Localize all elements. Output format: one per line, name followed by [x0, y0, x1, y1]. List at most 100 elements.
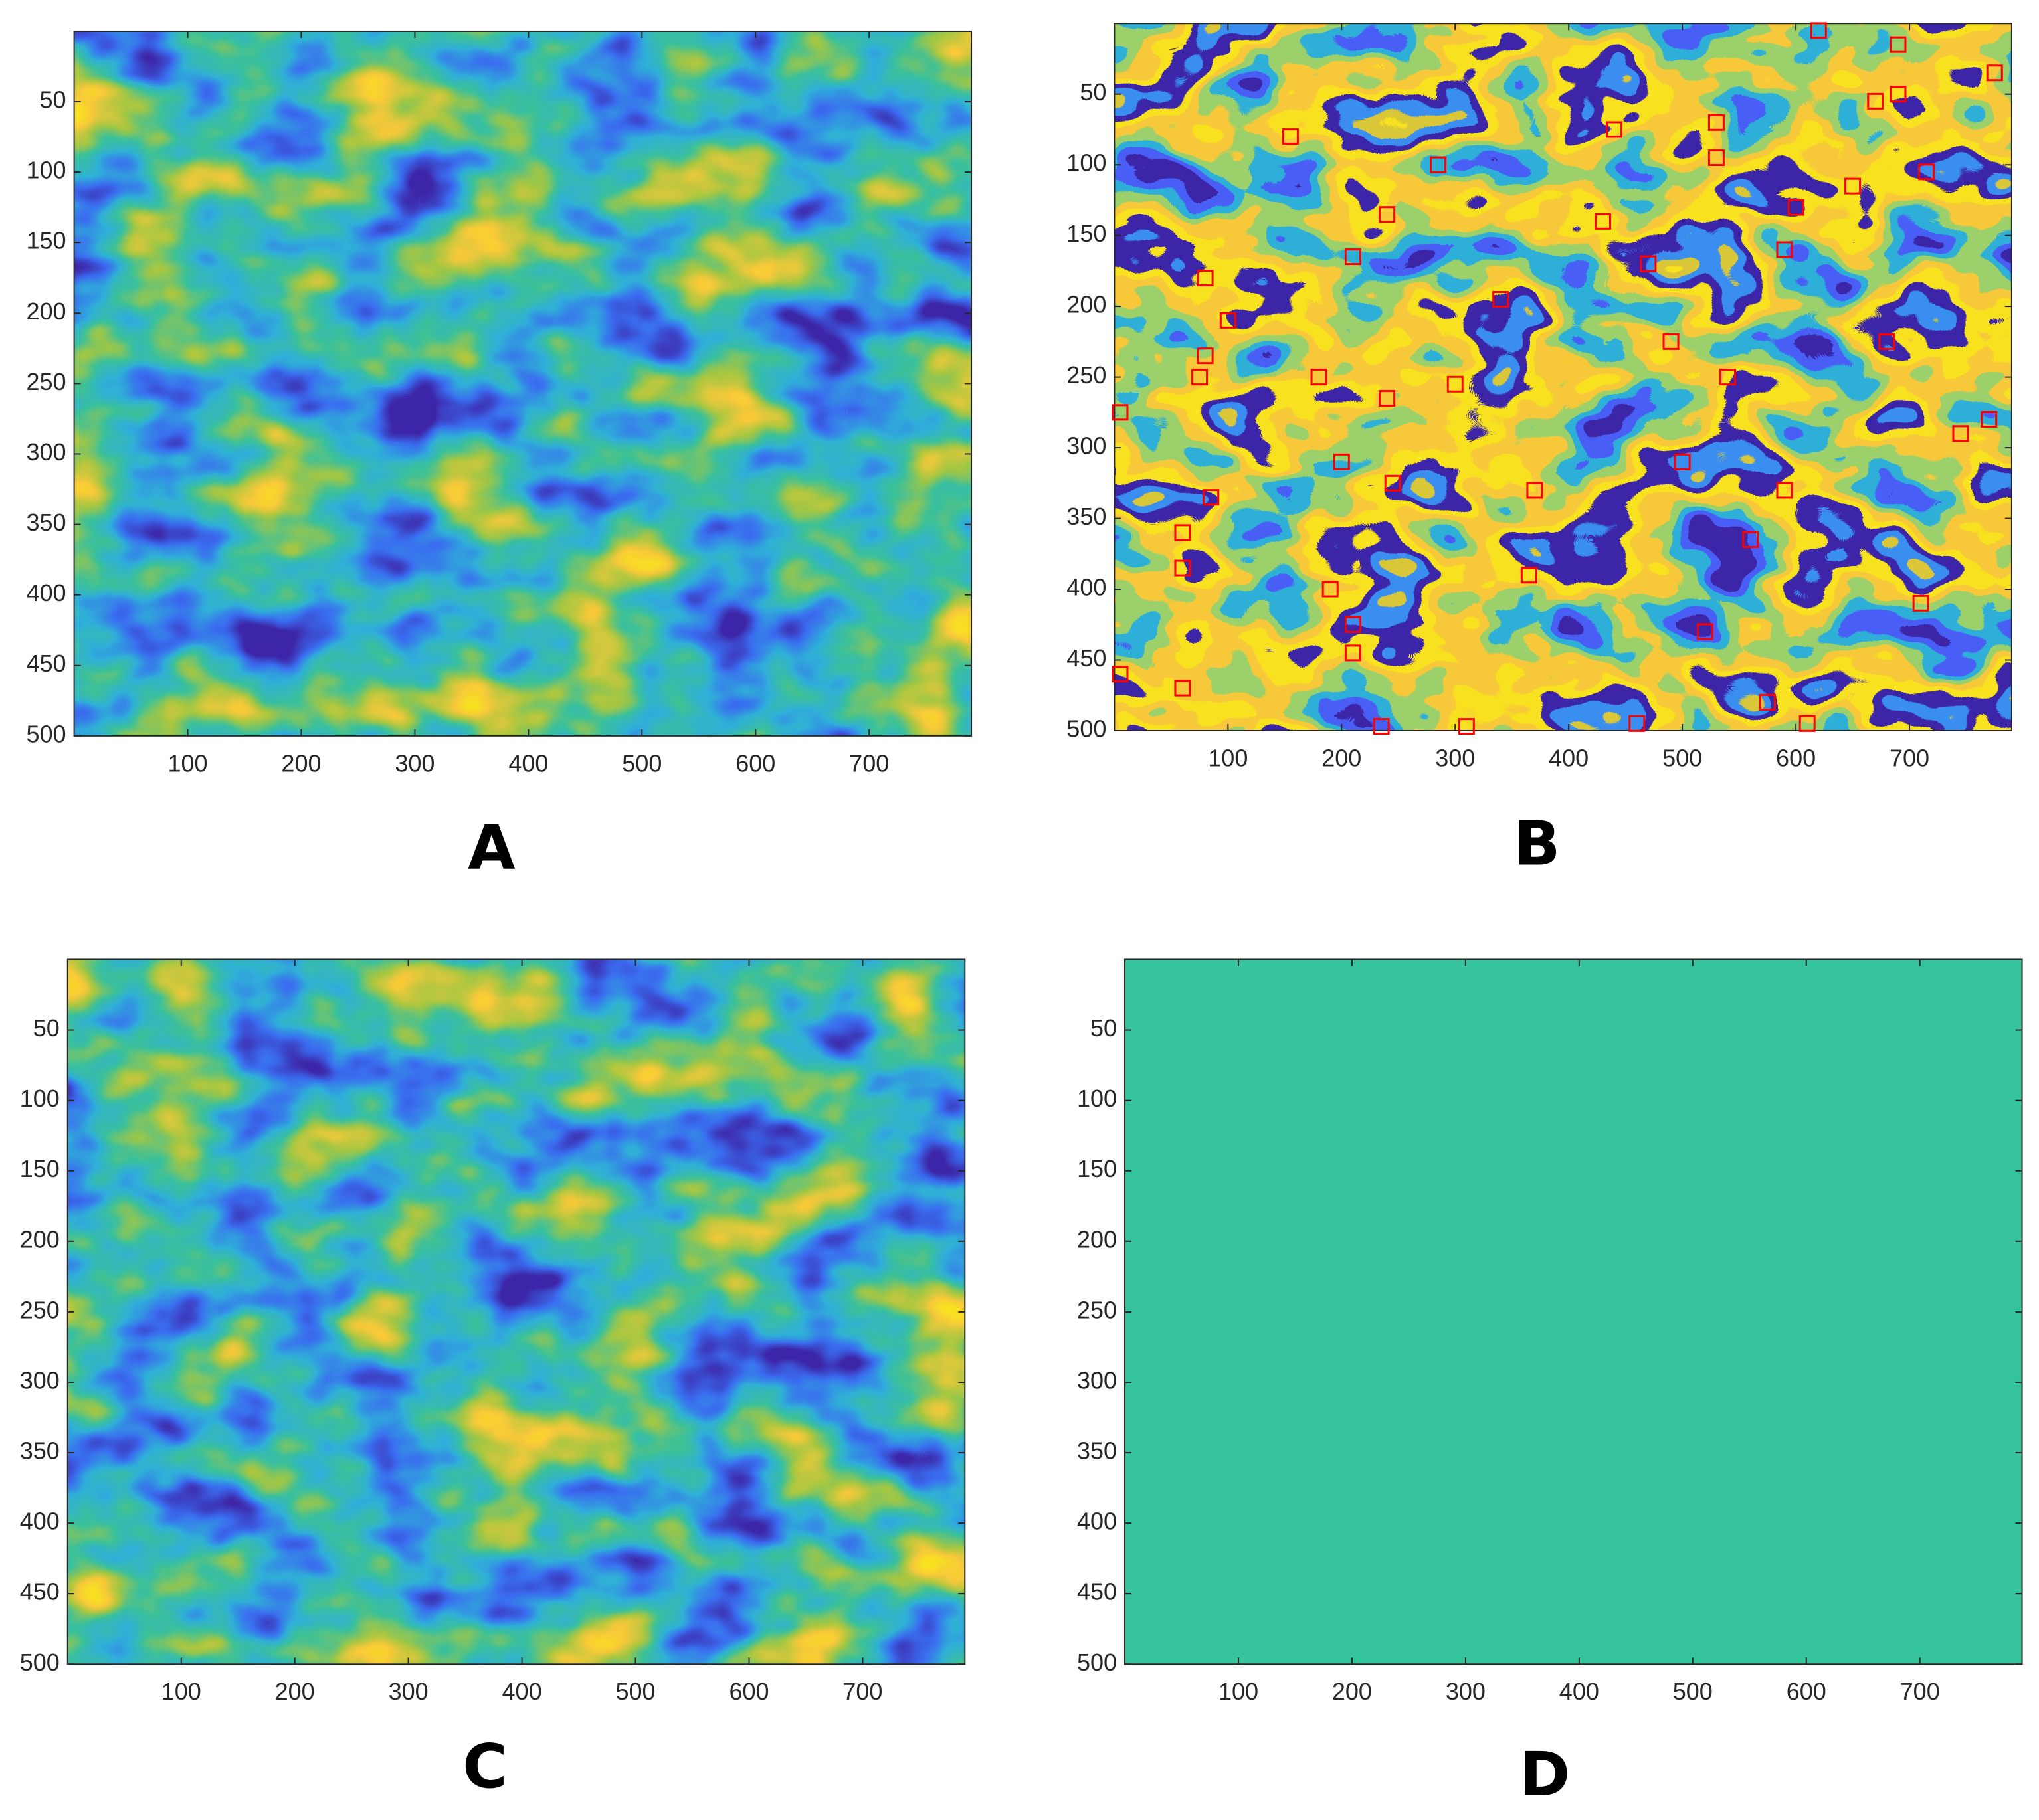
heatmap: [1125, 959, 2022, 1665]
heatmap: [67, 959, 965, 1665]
x-tick-label: 200: [1321, 745, 1361, 772]
y-tick-label: 200: [20, 1226, 60, 1253]
y-tick-label: 150: [20, 1155, 60, 1182]
y-tick-label: 250: [26, 368, 66, 395]
marker: [1696, 623, 1713, 640]
x-tick-label: 600: [1776, 745, 1816, 772]
marker: [1379, 206, 1396, 223]
marker: [1810, 22, 1827, 39]
y-tick-label: 450: [1077, 1578, 1117, 1605]
marker: [1430, 156, 1447, 173]
y-tick-label: 100: [20, 1085, 60, 1112]
marker: [1981, 410, 1998, 428]
panel-label: A: [468, 812, 515, 883]
marker: [1640, 255, 1657, 272]
marker: [1384, 474, 1401, 492]
y-tick-label: 150: [26, 227, 66, 254]
marker: [1526, 482, 1543, 499]
marker: [1344, 616, 1361, 633]
marker: [1742, 531, 1759, 549]
x-tick-label: 500: [1673, 1678, 1713, 1705]
marker: [1191, 369, 1209, 386]
marker: [1890, 36, 1907, 53]
marker: [1674, 453, 1691, 470]
x-tick-label: 400: [508, 749, 548, 776]
panel: 100 200 300 400 500 600 700 50 100 150 200 250 300 35…: [26, 30, 973, 883]
panel-label: B: [1513, 808, 1560, 879]
marker: [1112, 404, 1129, 421]
marker: [1594, 213, 1611, 230]
marker: [1197, 347, 1214, 365]
x-tick-label: 100: [161, 1678, 201, 1705]
marker: [1174, 524, 1191, 541]
y-tick-label: 150: [1077, 1155, 1117, 1182]
y-tick-label: 250: [1066, 361, 1106, 389]
heatmap: [1114, 23, 2012, 731]
marker: [1890, 86, 1907, 103]
x-tick-label: 400: [502, 1678, 542, 1705]
marker: [1174, 680, 1191, 697]
y-tick-label: 50: [1090, 1014, 1117, 1042]
x-tick-label: 100: [167, 749, 207, 776]
marker: [1379, 390, 1396, 407]
y-tick-label: 200: [1077, 1226, 1117, 1253]
panel: 100 200 300 400 500 600 700 50 100 150 200 250 300 35…: [1077, 958, 2023, 1810]
x-tick-label: 200: [275, 1678, 315, 1705]
marker: [1446, 375, 1464, 393]
marker: [1719, 369, 1737, 386]
marker: [1707, 149, 1725, 167]
y-tick-label: 150: [1066, 220, 1106, 247]
y-tick-label: 50: [33, 1014, 60, 1042]
marker: [1310, 369, 1327, 386]
marker: [1798, 715, 1816, 732]
y-tick-label: 400: [20, 1508, 60, 1535]
marker: [1628, 715, 1646, 732]
marker: [1707, 114, 1725, 131]
y-tick-label: 300: [20, 1366, 60, 1394]
x-tick-label: 700: [1890, 745, 1929, 772]
y-tick-label: 300: [1066, 432, 1106, 460]
x-tick-label: 700: [1900, 1678, 1940, 1705]
heatmap: [74, 31, 972, 736]
y-tick-label: 350: [20, 1437, 60, 1465]
x-tick-label: 300: [389, 1678, 429, 1705]
x-tick-label: 300: [1446, 1678, 1486, 1705]
x-tick-label: 500: [1662, 745, 1702, 772]
x-tick-label: 300: [1435, 745, 1475, 772]
y-tick-label: 450: [20, 1578, 60, 1605]
marker: [1986, 64, 2003, 82]
marker: [1520, 567, 1537, 584]
marker: [1458, 718, 1475, 735]
y-tick-label: 400: [1077, 1508, 1117, 1535]
x-tick-label: 600: [735, 749, 775, 776]
x-tick-label: 500: [615, 1678, 655, 1705]
marker: [1844, 177, 1862, 195]
y-tick-label: 500: [1066, 715, 1106, 743]
marker: [1952, 425, 1969, 442]
y-tick-label: 50: [1080, 78, 1106, 106]
y-tick-label: 250: [20, 1296, 60, 1323]
panel-label: D: [1519, 1739, 1570, 1810]
marker: [1203, 489, 1220, 506]
marker: [1219, 312, 1236, 329]
marker: [1333, 453, 1350, 470]
y-tick-label: 400: [1066, 574, 1106, 601]
y-tick-label: 450: [26, 650, 66, 677]
marker: [1344, 644, 1361, 662]
x-tick-label: 200: [281, 749, 321, 776]
y-tick-label: 450: [1066, 644, 1106, 672]
marker: [1112, 666, 1129, 683]
marker: [1662, 333, 1680, 350]
marker: [1174, 559, 1191, 577]
x-tick-label: 700: [849, 749, 889, 776]
y-tick-label: 200: [26, 298, 66, 325]
marker: [1606, 121, 1623, 138]
y-tick-label: 500: [26, 720, 66, 747]
x-tick-label: 600: [729, 1678, 769, 1705]
marker: [1912, 594, 1929, 612]
y-tick-label: 350: [1077, 1437, 1117, 1465]
x-tick-label: 600: [1787, 1678, 1826, 1705]
marker: [1787, 199, 1804, 216]
y-tick-label: 300: [26, 438, 66, 466]
